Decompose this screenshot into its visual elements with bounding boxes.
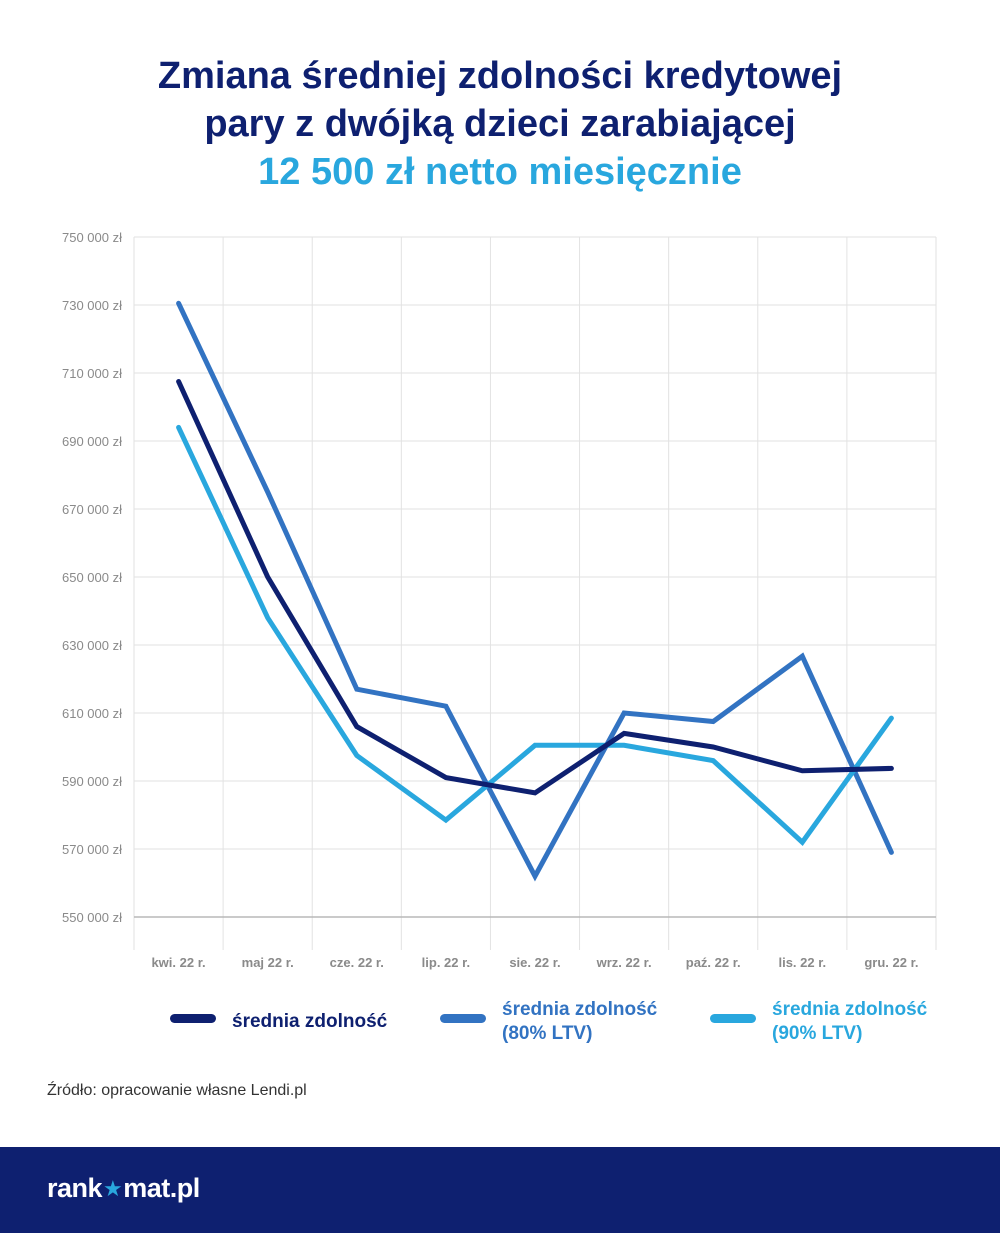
y-tick-label: 690 000 zł bbox=[62, 434, 122, 449]
logo-text-start: rank bbox=[47, 1173, 103, 1203]
line-chart: 550 000 zł 570 000 zł 590 000 zł 610 000 zł… bbox=[62, 230, 937, 970]
y-tick-label: 630 000 zł bbox=[62, 638, 122, 653]
title-line-2: pary z dwójką dzieci zarabiającej bbox=[204, 103, 796, 145]
y-tick-label: 750 000 zł bbox=[62, 230, 122, 245]
legend-label: średnia zdolność bbox=[232, 1011, 388, 1032]
star-icon: ★ bbox=[103, 1175, 123, 1201]
legend-swatch bbox=[710, 1014, 756, 1023]
chart-legend: średnia zdolność średnia zdolność (80% LT… bbox=[0, 998, 1000, 1058]
y-tick-label: 550 000 zł bbox=[62, 910, 122, 925]
x-tick-label: paź. 22 r. bbox=[686, 955, 741, 970]
series-line-average bbox=[176, 379, 894, 796]
series-layer bbox=[176, 300, 894, 882]
legend-item-90-ltv: średnia zdolność (90% LTV) bbox=[710, 998, 927, 1046]
legend-swatch bbox=[170, 1014, 216, 1023]
title-line-1: Zmiana średniej zdolności kredytowej bbox=[157, 55, 843, 97]
series-line-90-ltv bbox=[176, 424, 894, 846]
brand-logo[interactable]: rank ★ mat.pl bbox=[47, 1173, 200, 1204]
source-note: Źródło: opracowanie własne Lendi.pl bbox=[47, 1082, 307, 1099]
y-tick-label: 710 000 zł bbox=[62, 366, 122, 381]
x-tick-label: gru. 22 r. bbox=[864, 955, 918, 970]
y-tick-label: 590 000 zł bbox=[62, 774, 122, 789]
legend-item-80-ltv: średnia zdolność (80% LTV) bbox=[440, 998, 657, 1046]
legend-item-average: średnia zdolność bbox=[170, 1010, 387, 1034]
title-line-3: 12 500 zł netto miesięcznie bbox=[258, 151, 742, 193]
x-tick-label: cze. 22 r. bbox=[330, 955, 384, 970]
x-tick-label: wrz. 22 r. bbox=[596, 955, 652, 970]
y-tick-label: 670 000 zł bbox=[62, 502, 122, 517]
legend-swatch bbox=[440, 1014, 486, 1023]
x-axis-ticks: kwi. 22 r. maj 22 r. cze. 22 r. lip. 22 r. s… bbox=[151, 955, 918, 970]
y-tick-label: 730 000 zł bbox=[62, 298, 122, 313]
y-tick-label: 570 000 zł bbox=[62, 842, 122, 857]
footer-bar: rank ★ mat.pl bbox=[0, 1147, 1000, 1233]
x-tick-label: lis. 22 r. bbox=[778, 955, 826, 970]
logo-text-end: mat.pl bbox=[123, 1173, 200, 1203]
chart-title: Zmiana średniej zdolności kredytowej par… bbox=[0, 52, 1000, 196]
y-tick-label: 610 000 zł bbox=[62, 706, 122, 721]
grid-layer bbox=[133, 236, 937, 950]
x-tick-label: maj 22 r. bbox=[242, 955, 294, 970]
y-axis-ticks: 550 000 zł 570 000 zł 590 000 zł 610 000 zł… bbox=[62, 230, 122, 925]
x-tick-label: sie. 22 r. bbox=[509, 955, 560, 970]
x-tick-label: lip. 22 r. bbox=[422, 955, 470, 970]
legend-label: średnia zdolność (90% LTV) bbox=[772, 999, 928, 1044]
x-tick-label: kwi. 22 r. bbox=[151, 955, 205, 970]
y-tick-label: 650 000 zł bbox=[62, 570, 122, 585]
legend-label: średnia zdolność (80% LTV) bbox=[502, 999, 658, 1044]
